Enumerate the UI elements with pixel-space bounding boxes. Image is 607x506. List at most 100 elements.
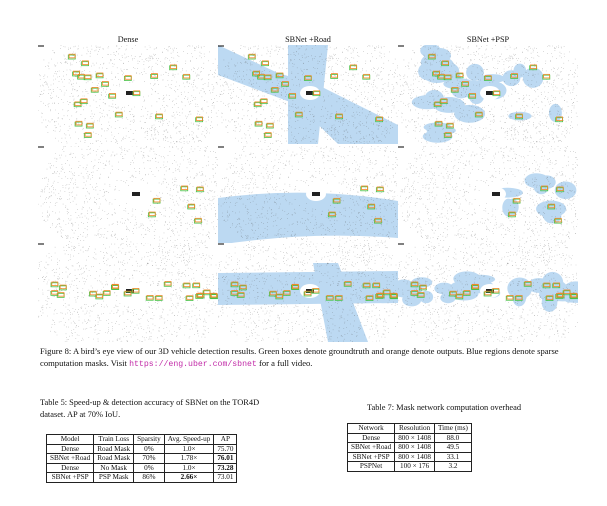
table5-header: Model	[45, 434, 95, 445]
output-box	[181, 185, 188, 190]
output-box	[75, 120, 83, 126]
output-box	[133, 90, 141, 95]
output-box	[101, 81, 109, 86]
bev-panel-sbnet-psp-row3	[398, 243, 578, 342]
output-box	[196, 186, 204, 191]
output-box	[373, 282, 380, 287]
output-box	[231, 281, 239, 287]
video-link[interactable]: https://eng.uber.com/sbnet	[129, 360, 257, 369]
bev-panel-dense-row2	[38, 146, 218, 245]
output-box	[548, 203, 555, 209]
output-box	[484, 290, 492, 296]
output-box	[331, 73, 338, 78]
table-cell: 76.01	[213, 453, 238, 464]
output-box	[543, 73, 551, 79]
table-cell: 800 × 1408	[394, 442, 436, 453]
figure-caption-text: Figure 8: A bird’s eye view of our 3D ve…	[40, 346, 559, 368]
table7-header-row: Network Resolution Time (ms)	[346, 423, 472, 434]
lidar-points	[38, 45, 218, 144]
output-box	[103, 290, 111, 295]
output-box	[283, 290, 291, 295]
table-cell: 49.5	[434, 442, 472, 453]
output-box	[428, 53, 436, 59]
output-box	[456, 72, 464, 78]
output-box	[292, 284, 299, 289]
output-box	[80, 98, 88, 103]
table-cell: 75.70	[213, 443, 238, 455]
table7: Network Resolution Time (ms) Dense 800 ×…	[346, 423, 472, 472]
table-row: SBNet +Road 800 × 1408 49.5	[346, 442, 472, 453]
output-box	[115, 111, 123, 117]
output-box	[248, 53, 256, 59]
output-box	[132, 288, 140, 293]
table-cell: PSPNet	[346, 461, 396, 472]
output-box	[68, 53, 76, 59]
lidar-points	[38, 243, 218, 342]
psp-mask	[434, 282, 454, 295]
output-box	[81, 60, 89, 65]
output-box	[463, 290, 471, 295]
bev-panel-sbnet-road-row3	[218, 243, 398, 342]
ego-car	[126, 91, 134, 95]
table-cell: 1.0×	[163, 443, 215, 455]
output-box	[51, 281, 59, 287]
table7-header: Network	[346, 423, 396, 434]
output-box	[556, 293, 563, 298]
table5-header: Train Loss	[93, 434, 135, 445]
psp-mask	[554, 181, 577, 200]
output-box	[469, 93, 476, 98]
output-box	[432, 70, 440, 76]
output-box	[255, 120, 263, 126]
ego-car	[306, 91, 314, 95]
output-box	[304, 290, 312, 296]
output-box	[112, 284, 119, 289]
table-cell: PSP Mask	[93, 472, 135, 483]
output-box	[441, 60, 449, 65]
bev-panel-sbnet-road-row1	[218, 45, 398, 144]
bev-panel-sbnet-road-row2	[218, 146, 398, 245]
output-box	[374, 217, 382, 223]
table-cell: SBNet +PSP	[346, 451, 396, 463]
table-row: SBNet +PSP 800 × 1408 33.1	[346, 451, 472, 463]
output-box	[543, 282, 551, 288]
table5-header-row: Model Train Loss Sparsity Avg. Speed-up …	[45, 434, 238, 445]
output-box	[91, 87, 99, 92]
road-mask	[313, 263, 368, 342]
output-box	[59, 284, 67, 290]
output-box	[72, 70, 80, 76]
output-box	[328, 211, 336, 217]
output-box	[511, 73, 518, 78]
output-box	[344, 281, 352, 286]
output-box	[363, 282, 371, 288]
output-box	[390, 292, 398, 298]
output-box	[86, 122, 94, 128]
output-box	[109, 93, 116, 98]
output-box	[188, 203, 195, 209]
table-cell: Dense	[45, 443, 95, 455]
psp-mask	[458, 80, 485, 98]
output-box	[449, 290, 457, 296]
output-box	[508, 211, 516, 217]
table5-caption: Table 5: Speed-up & detection accuracy o…	[40, 398, 260, 419]
lidar-points	[218, 45, 398, 144]
output-box	[456, 293, 464, 299]
output-box	[289, 93, 296, 98]
output-box	[146, 295, 154, 300]
output-box	[313, 90, 321, 95]
output-box	[312, 288, 320, 293]
table-cell: 800 × 1408	[394, 451, 436, 463]
table5: Model Train Loss Sparsity Avg. Speed-up …	[45, 434, 238, 483]
output-box	[444, 132, 452, 137]
output-box	[484, 75, 492, 80]
table-cell: 100 × 176	[394, 461, 436, 472]
table-cell: Dense	[346, 432, 396, 444]
output-box	[366, 295, 374, 300]
output-box	[556, 186, 564, 191]
output-box	[506, 295, 514, 300]
column-header-sbnet-road: SBNet +Road	[285, 35, 331, 44]
output-box	[444, 74, 452, 79]
output-box	[260, 98, 268, 103]
output-box	[89, 290, 97, 296]
bev-panel-sbnet-psp-row2	[398, 146, 578, 245]
output-box	[124, 75, 132, 80]
